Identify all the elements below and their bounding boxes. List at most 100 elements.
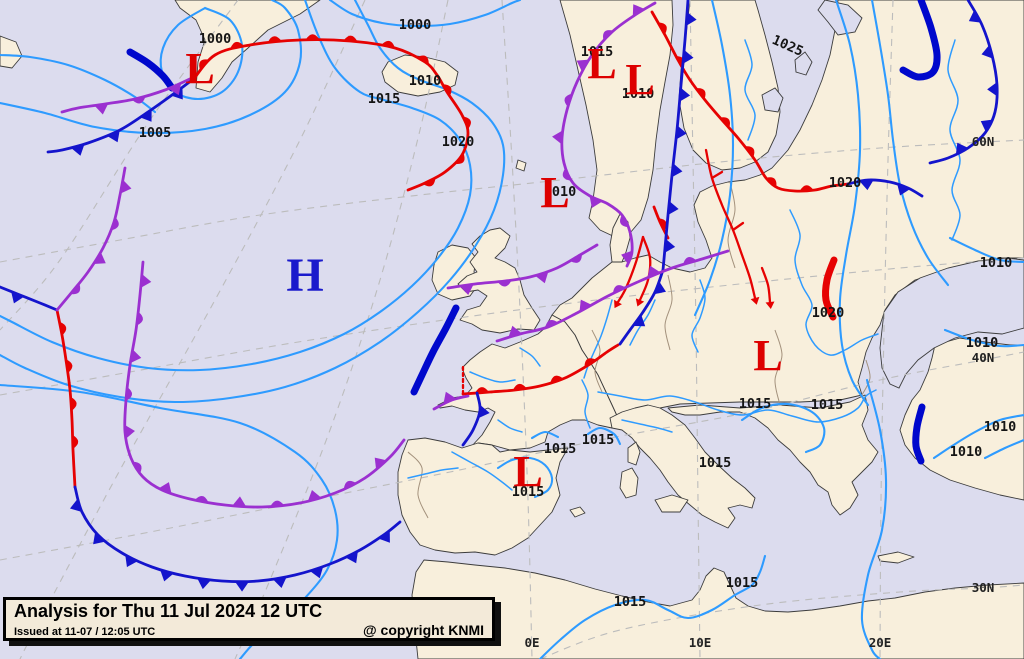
front-semicircle-symbol xyxy=(569,253,582,263)
isobar-label: 1010 xyxy=(966,335,999,351)
front-triangle-symbol xyxy=(981,45,993,59)
isobar-label: 1010 xyxy=(544,184,577,200)
country-border xyxy=(861,359,871,396)
isobar-label: 1015 xyxy=(811,397,844,413)
front-triangle-symbol xyxy=(647,265,661,278)
front-semicircle-symbol xyxy=(462,116,471,130)
front-triangle-symbol xyxy=(653,281,667,295)
landmass xyxy=(397,437,569,556)
grid-label: 0E xyxy=(524,635,539,650)
isobar xyxy=(870,0,950,287)
front-semicircle-symbol xyxy=(136,311,143,326)
front-triangle-symbol xyxy=(980,119,993,132)
high-pressure-center: H xyxy=(286,249,323,302)
isobar xyxy=(538,554,767,659)
isobar xyxy=(0,0,506,404)
front-semicircle-symbol xyxy=(719,117,730,129)
low-pressure-center: L xyxy=(753,331,782,380)
isobar-label: 1010 xyxy=(622,86,655,102)
front-triangle-symbol xyxy=(158,482,172,494)
low-pressure-center: L xyxy=(625,55,654,104)
river xyxy=(469,371,516,383)
isobar-label: 1015 xyxy=(544,441,577,457)
front-triangle-symbol xyxy=(140,273,152,288)
graticule-line xyxy=(689,0,701,659)
trough-line xyxy=(822,256,838,321)
isobar xyxy=(496,456,554,499)
front-triangle-symbol xyxy=(671,163,683,178)
front-semicircle-symbol xyxy=(199,59,210,71)
isobar xyxy=(159,6,244,101)
front-triangle-symbol xyxy=(93,531,106,545)
front-semicircle-symbol xyxy=(270,500,285,507)
front-semicircle-symbol xyxy=(422,177,436,187)
cold-front xyxy=(928,0,999,165)
front-triangle-symbol xyxy=(11,291,25,304)
front-triangle-symbol xyxy=(374,457,387,470)
isobar xyxy=(586,426,622,446)
landmass xyxy=(515,159,527,172)
front-semicircle-symbol xyxy=(564,93,573,107)
landmass xyxy=(619,467,639,499)
front-semicircle-symbol xyxy=(550,375,564,384)
front-semicircle-symbol xyxy=(603,30,614,41)
front-semicircle-symbol xyxy=(474,387,489,394)
water-body xyxy=(794,51,813,76)
graticule-line xyxy=(0,257,1024,396)
front-triangle-symbol xyxy=(345,551,358,564)
graticule-line xyxy=(539,584,1024,659)
river xyxy=(519,347,541,367)
front-triangle-symbol xyxy=(686,11,697,26)
front-triangle-symbol xyxy=(197,578,212,590)
front-semicircle-symbol xyxy=(230,41,244,49)
front-triangle-symbol xyxy=(576,59,589,72)
issued-timestamp: Issued at 11-07 / 12:05 UTC xyxy=(14,626,156,638)
front-semicircle-symbol xyxy=(72,434,79,449)
front-triangle-symbol xyxy=(552,130,563,145)
graticule-line xyxy=(234,0,449,659)
isobar-label: 1015 xyxy=(582,432,615,448)
landmass xyxy=(667,394,879,516)
front-triangle-symbol xyxy=(579,299,592,312)
isobar-label: 1015 xyxy=(512,484,545,500)
front-triangle-symbol xyxy=(477,404,490,419)
front-triangle-symbol xyxy=(679,87,691,102)
front-triangle-symbol xyxy=(130,349,142,364)
isobar-label: 1015 xyxy=(739,396,772,412)
isobar-label: 1015 xyxy=(614,594,647,610)
trough-line xyxy=(126,48,176,92)
front-triangle-symbol xyxy=(70,144,85,156)
front-semicircle-symbol xyxy=(70,283,81,295)
front-triangle-symbol xyxy=(459,284,474,296)
front-semicircle-symbol xyxy=(125,386,133,401)
water-body xyxy=(761,87,784,113)
landmass xyxy=(0,35,23,69)
river xyxy=(789,209,879,356)
front-triangle-symbol xyxy=(94,103,109,115)
front-triangle-symbol xyxy=(232,496,247,507)
front-semicircle-symbol xyxy=(442,84,452,97)
isobar-label: 1000 xyxy=(199,31,232,47)
squall-line xyxy=(731,221,745,232)
trough-line xyxy=(912,403,926,465)
front-triangle-symbol xyxy=(955,142,969,155)
front-semicircle-symbol xyxy=(132,461,142,474)
isobar-label: 1015 xyxy=(368,91,401,107)
country-border xyxy=(664,274,673,351)
front-triangle-symbol xyxy=(632,314,646,327)
river xyxy=(451,451,513,491)
isobar-label: 1010 xyxy=(950,444,983,460)
front-semicircle-symbol xyxy=(381,40,395,48)
front-triangle-symbol xyxy=(107,130,120,143)
front-semicircle-symbol xyxy=(584,358,597,368)
front-semicircle-symbol xyxy=(131,96,146,104)
isobar-label: 1020 xyxy=(812,305,845,321)
front-triangle-symbol xyxy=(140,109,152,122)
front-semicircle-symbol xyxy=(612,285,626,294)
front-semicircle-symbol xyxy=(305,34,320,40)
country-border xyxy=(407,451,429,519)
grid-label: 30N xyxy=(972,580,995,595)
front-triangle-symbol xyxy=(69,498,82,512)
